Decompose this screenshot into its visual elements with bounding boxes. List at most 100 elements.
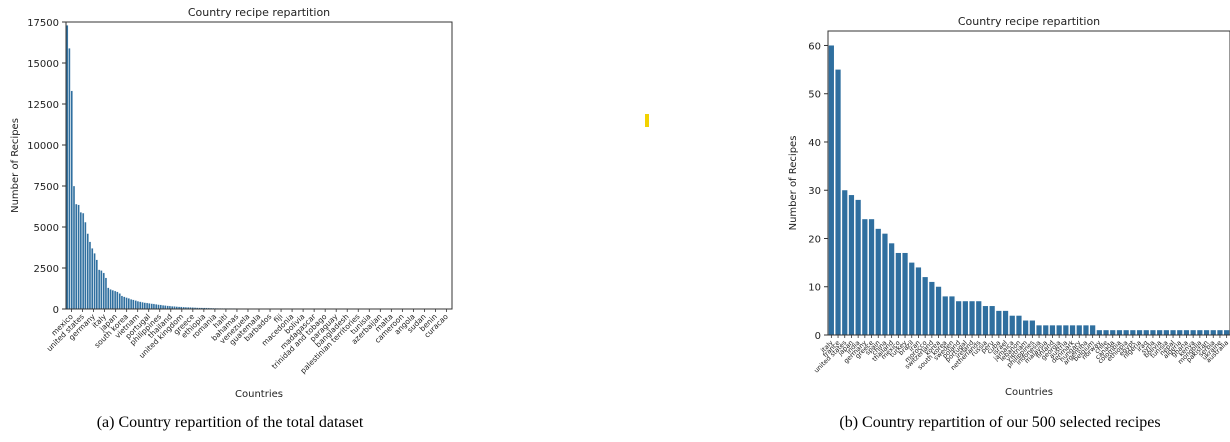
bar (104, 277, 108, 310)
y-tick-label: 2500 (34, 264, 59, 275)
y-axis-label: Number of Recipes (788, 136, 799, 231)
bar (1203, 330, 1210, 335)
y-tick-label: 15000 (27, 59, 59, 70)
chart-title: Country recipe repartition (188, 6, 330, 19)
bar (1069, 325, 1076, 335)
bar (68, 48, 71, 310)
bar (1217, 330, 1223, 335)
bar (1103, 330, 1109, 335)
y-tick-label: 5000 (34, 223, 59, 234)
bar (956, 301, 962, 335)
y-tick-label: 40 (808, 138, 821, 149)
caption-a: (a) Country repartition of the total dat… (96, 414, 364, 431)
bar (842, 190, 848, 335)
bar (862, 219, 868, 335)
bar (145, 302, 149, 310)
bar (72, 185, 76, 310)
bar (102, 272, 105, 310)
bar (1096, 330, 1102, 335)
bar (157, 304, 160, 310)
bar (113, 290, 117, 310)
bar (159, 304, 162, 310)
bar (152, 303, 156, 310)
bar (1023, 320, 1029, 335)
bar (136, 300, 140, 310)
bar (161, 305, 165, 310)
bar (882, 233, 888, 335)
bar (1049, 325, 1056, 335)
bar (150, 303, 153, 310)
bar (111, 289, 114, 310)
bar (134, 300, 137, 310)
bar (1116, 330, 1123, 335)
bar (82, 212, 85, 310)
y-tick-label: 0 (815, 331, 821, 342)
bar (909, 262, 915, 335)
bar (996, 310, 1002, 335)
bar (1210, 330, 1216, 335)
bar (875, 228, 881, 335)
bar (962, 301, 968, 335)
bar (1090, 325, 1096, 335)
bar (1009, 315, 1015, 335)
bar (1002, 310, 1009, 335)
bar (1016, 315, 1022, 335)
y-tick-label: 50 (808, 90, 821, 101)
y-tick-label: 7500 (34, 182, 59, 193)
bar (70, 90, 73, 310)
bar (982, 306, 989, 335)
bar (1170, 330, 1176, 335)
y-tick-label: 12500 (27, 100, 59, 111)
bar (935, 286, 942, 335)
bar (118, 293, 121, 310)
bar (1183, 330, 1190, 335)
bar (109, 289, 112, 310)
bar (1177, 330, 1183, 335)
bar (1110, 330, 1116, 335)
bar (93, 253, 96, 310)
y-tick-label: 10000 (27, 141, 59, 152)
y-tick-label: 17500 (27, 18, 59, 29)
bar (1056, 325, 1062, 335)
bar (88, 241, 92, 310)
bar (969, 301, 975, 335)
y-tick-label: 10 (808, 283, 821, 294)
bar (120, 295, 124, 310)
bar (949, 296, 955, 335)
bar (1036, 325, 1042, 335)
bar (164, 305, 167, 310)
bar (828, 45, 834, 335)
bar (915, 267, 922, 335)
x-axis-label: Countries (235, 389, 283, 400)
bar (1130, 330, 1136, 335)
bar (1136, 330, 1143, 335)
bar (848, 195, 855, 335)
bar (1190, 330, 1196, 335)
y-tick-label: 60 (808, 41, 821, 52)
bar (100, 270, 103, 310)
bar (902, 252, 908, 335)
bar (895, 252, 901, 335)
bar (97, 269, 101, 310)
bar (1157, 330, 1163, 335)
bar (989, 306, 995, 335)
bar (1083, 325, 1089, 335)
bar (1197, 330, 1203, 335)
y-tick-label: 20 (808, 234, 821, 245)
highlight-marker (645, 114, 649, 127)
chart-title: Country recipe repartition (958, 15, 1100, 28)
panel-a: Country recipe repartition 0 2500 5000 7500 1… (0, 0, 460, 442)
bar (868, 219, 875, 335)
bar (976, 301, 982, 335)
bar (1029, 320, 1035, 335)
y-tick-label: 30 (808, 186, 821, 197)
caption-b: (b) Country repartition of our 500 selec… (839, 414, 1161, 431)
bar (116, 291, 119, 310)
bar (129, 299, 133, 310)
bar (127, 298, 130, 310)
y-axis-label: Number of Recipes (10, 118, 21, 213)
bar (929, 281, 935, 335)
bar (922, 277, 928, 335)
bar (141, 301, 144, 310)
bar (1043, 325, 1049, 335)
